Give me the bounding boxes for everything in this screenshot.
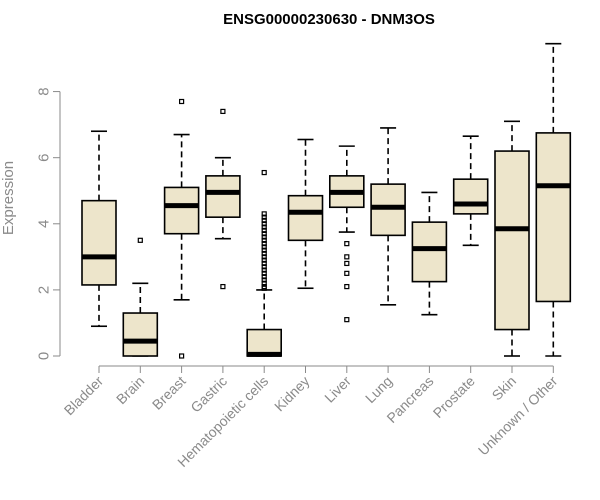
y-tick-label: 2 <box>36 286 53 294</box>
iqr-box <box>452 178 489 215</box>
iqr-box <box>163 186 200 235</box>
iqr-box <box>535 132 572 303</box>
iqr-box <box>287 194 324 242</box>
outlier-point <box>261 234 267 240</box>
outlier-point <box>261 274 267 280</box>
box-group-11 <box>535 42 572 357</box>
outlier-point <box>344 254 350 260</box>
iqr-box <box>81 199 117 286</box>
iqr-box <box>246 328 282 357</box>
box-group-2 <box>163 98 200 359</box>
outlier-point <box>261 244 267 250</box>
x-tick-label: Prostate <box>430 373 478 421</box>
outlier-point <box>261 264 267 270</box>
y-axis-label: Expression <box>0 161 17 235</box>
outlier-point <box>261 237 267 243</box>
outlier-point <box>344 317 350 323</box>
iqr-box <box>411 221 448 283</box>
iqr-box <box>494 150 530 331</box>
outlier-point <box>344 260 350 267</box>
box-group-10 <box>494 120 530 357</box>
outlier-point <box>179 353 185 359</box>
outlier-point <box>261 214 267 220</box>
chart-title: ENSG00000230630 - DNM3OS <box>223 11 435 28</box>
outlier-point <box>261 169 267 176</box>
outlier-point <box>137 237 143 243</box>
outlier-point <box>344 241 350 247</box>
box-group-1 <box>122 237 159 357</box>
iqr-box <box>122 312 159 357</box>
boxes-layer <box>81 42 572 359</box>
outlier-point <box>261 241 267 247</box>
outlier-point <box>261 283 267 290</box>
y-tick-label: 6 <box>36 154 53 162</box>
box-group-0 <box>81 130 117 328</box>
outlier-point <box>261 267 267 273</box>
outlier-point <box>179 98 185 105</box>
y-tick-label: 8 <box>36 87 53 95</box>
box-group-8 <box>411 191 448 316</box>
x-tick-label: Lung <box>362 373 395 406</box>
outlier-point <box>344 270 350 276</box>
outlier-point <box>261 211 267 217</box>
outlier-point <box>261 217 267 224</box>
outlier-point <box>261 227 267 233</box>
x-tick-label: Brain <box>113 373 147 407</box>
outlier-point <box>220 108 226 115</box>
outlier-point <box>261 221 267 227</box>
box-group-5 <box>287 138 324 290</box>
x-tick-label: Skin <box>489 373 520 404</box>
x-tick-label: Kidney <box>271 373 313 415</box>
box-group-4 <box>246 169 282 357</box>
outlier-point <box>261 250 267 257</box>
outlier-point <box>344 283 350 290</box>
iqr-box <box>205 175 241 218</box>
box-group-3 <box>205 108 241 290</box>
y-tick-label: 0 <box>36 352 53 360</box>
outlier-point <box>220 283 226 290</box>
outlier-point <box>261 270 267 276</box>
x-tick-label: Breast <box>149 373 189 413</box>
x-tick-label: Liver <box>321 373 354 406</box>
outlier-point <box>261 260 267 267</box>
axes: 0 2 4 6 8 <box>36 87 554 373</box>
outlier-point <box>261 254 267 260</box>
outlier-point <box>261 280 267 286</box>
outlier-point <box>261 257 267 263</box>
x-tick-label: Bladder <box>61 373 107 419</box>
outlier-point <box>261 231 267 237</box>
box-group-9 <box>452 135 489 247</box>
box-group-7 <box>370 127 406 306</box>
outlier-point <box>261 224 267 230</box>
outlier-point <box>261 247 267 253</box>
outlier-point <box>261 277 267 283</box>
box-group-6 <box>328 145 365 323</box>
y-tick-label: 4 <box>36 220 53 228</box>
